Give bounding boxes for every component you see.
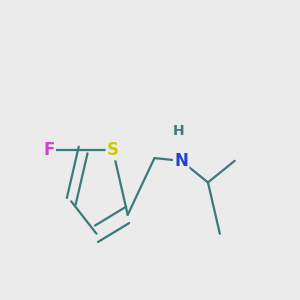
Text: N: N — [174, 152, 188, 170]
Text: H: H — [173, 124, 184, 138]
Text: S: S — [107, 141, 119, 159]
Text: F: F — [43, 141, 55, 159]
